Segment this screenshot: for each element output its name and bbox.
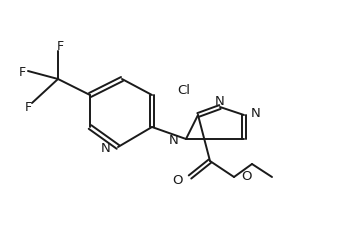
- Text: N: N: [215, 95, 225, 108]
- Text: N: N: [251, 107, 261, 120]
- Text: F: F: [18, 65, 26, 78]
- Text: Cl: Cl: [177, 83, 190, 96]
- Text: F: F: [57, 40, 63, 53]
- Text: O: O: [241, 170, 252, 183]
- Text: N: N: [101, 141, 111, 154]
- Text: N: N: [169, 133, 179, 146]
- Text: O: O: [172, 174, 183, 187]
- Text: F: F: [24, 101, 31, 114]
